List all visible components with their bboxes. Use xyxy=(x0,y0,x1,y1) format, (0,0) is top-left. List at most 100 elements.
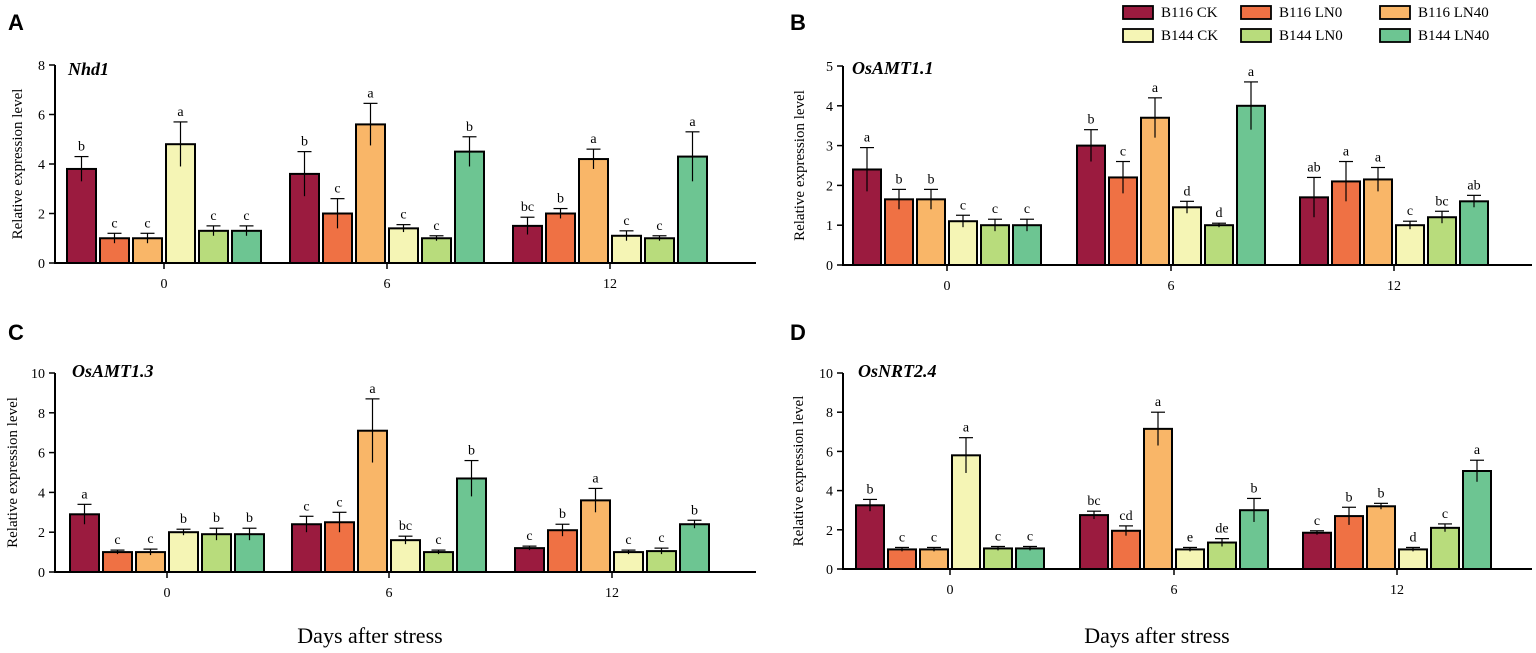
significance-letter: c xyxy=(243,209,249,224)
y-tick-label: 8 xyxy=(38,59,45,74)
significance-letter: b xyxy=(180,512,187,527)
significance-letter: b xyxy=(466,120,473,135)
x-tick-label: 0 xyxy=(164,586,171,601)
significance-letter: b xyxy=(557,192,564,207)
significance-letter: c xyxy=(623,214,629,229)
legend-label: B144 LN0 xyxy=(1279,28,1343,44)
y-tick-label: 4 xyxy=(38,486,45,501)
significance-letter: c xyxy=(992,202,998,217)
x-tick-label: 12 xyxy=(603,277,617,292)
significance-letter: a xyxy=(1248,65,1255,80)
significance-letter: d xyxy=(1216,206,1223,221)
y-tick-label: 4 xyxy=(826,100,833,115)
significance-letter: a xyxy=(1152,81,1159,96)
significance-letter: b xyxy=(78,140,85,155)
legend-item: B116 LN0 xyxy=(1240,5,1342,21)
bar xyxy=(644,237,675,264)
bar xyxy=(1143,427,1173,570)
significance-letter: a xyxy=(590,132,597,147)
y-axis-label: Relative expression level xyxy=(5,397,21,548)
bar xyxy=(1302,531,1332,570)
bar xyxy=(679,523,710,573)
significance-letter: de xyxy=(1215,522,1228,537)
significance-letter: c xyxy=(995,529,1001,544)
legend-item: B144 CK xyxy=(1122,28,1218,44)
y-tick-label: 10 xyxy=(819,367,833,382)
significance-letter: a xyxy=(963,421,970,436)
significance-letter: c xyxy=(931,530,937,545)
legend-item: B144 LN0 xyxy=(1240,28,1343,44)
bar xyxy=(613,551,644,573)
significance-letter: c xyxy=(336,495,342,510)
y-axis-label: Relative expression level xyxy=(791,396,807,547)
bar xyxy=(1175,548,1205,571)
bar xyxy=(423,551,454,573)
significance-letter: c xyxy=(433,219,439,234)
legend: B116 CK B116 LN0 B116 LN40 B144 CK B144 LN0 B… xyxy=(1122,5,1489,44)
x-tick-label: 6 xyxy=(1168,279,1175,294)
significance-letter: c xyxy=(144,216,150,231)
x-axis-title-right: Days after stress xyxy=(1084,623,1229,648)
significance-letter: c xyxy=(303,499,309,514)
bar xyxy=(165,143,196,264)
y-tick-label: 2 xyxy=(826,524,833,539)
significance-letter: c xyxy=(111,216,117,231)
x-tick-label: 6 xyxy=(384,277,391,292)
legend-label: B116 LN40 xyxy=(1418,5,1489,21)
legend-item: B144 LN40 xyxy=(1379,28,1489,44)
chart-title: OsAMT1.1 xyxy=(852,58,934,78)
significance-letter: b xyxy=(559,507,566,522)
x-tick-label: 12 xyxy=(1390,583,1404,598)
legend-swatch xyxy=(1122,5,1154,20)
significance-letter: a xyxy=(1155,395,1162,410)
y-tick-label: 2 xyxy=(826,179,833,194)
legend-swatch xyxy=(1379,5,1411,20)
significance-letter: b xyxy=(896,172,903,187)
y-tick-label: 2 xyxy=(38,208,45,223)
bar xyxy=(1111,529,1141,571)
bar xyxy=(677,155,708,264)
bar xyxy=(322,212,353,264)
y-tick-label: 0 xyxy=(826,259,833,274)
bar xyxy=(855,504,885,570)
bar xyxy=(948,220,978,266)
y-tick-label: 0 xyxy=(826,563,833,578)
significance-letter: c xyxy=(658,531,664,546)
significance-letter: b xyxy=(1378,486,1385,501)
significance-letter: c xyxy=(210,209,216,224)
significance-letter: b xyxy=(1251,481,1258,496)
bar xyxy=(1079,514,1109,570)
significance-letter: bc xyxy=(521,200,534,215)
significance-letter: a xyxy=(689,115,696,130)
significance-letter: b xyxy=(213,511,220,526)
y-tick-label: 1 xyxy=(826,219,833,234)
significance-letter: c xyxy=(1120,145,1126,160)
y-tick-label: 8 xyxy=(826,406,833,421)
legend-label: B144 CK xyxy=(1161,28,1218,44)
bar xyxy=(578,158,609,264)
significance-letter: a xyxy=(1474,443,1481,458)
bar xyxy=(547,529,578,574)
significance-letter: e xyxy=(1187,530,1193,545)
y-tick-label: 4 xyxy=(38,158,45,173)
legend-swatch xyxy=(1379,28,1411,43)
y-tick-label: 2 xyxy=(38,526,45,541)
significance-letter: bc xyxy=(399,519,412,534)
bar xyxy=(1076,144,1106,267)
significance-letter: ab xyxy=(1307,160,1320,175)
y-tick-label: 6 xyxy=(826,445,833,460)
bar xyxy=(390,539,421,573)
significance-letter: a xyxy=(81,487,88,502)
bar xyxy=(646,550,677,573)
y-tick-label: 10 xyxy=(31,367,45,382)
bar xyxy=(1459,200,1489,267)
x-axis-title-left: Days after stress xyxy=(297,623,442,648)
bar xyxy=(1395,224,1425,266)
panel-c: C OsAMT1.3 Relative expression level 0 2 4 6 8 1… xyxy=(5,320,756,601)
bar xyxy=(514,547,545,573)
significance-letter: a xyxy=(592,471,599,486)
significance-letter: b xyxy=(246,511,253,526)
significance-letter: c xyxy=(899,530,905,545)
